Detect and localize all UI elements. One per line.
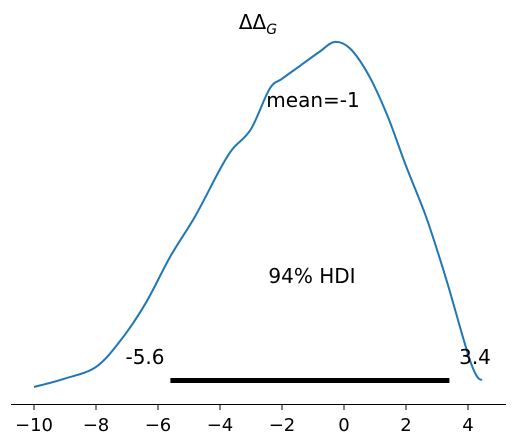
x-tick-label: −10 <box>15 415 53 436</box>
x-tick-label: 4 <box>462 415 473 436</box>
x-axis-ticks: −10 −8 −6 −4 −2 0 2 4 <box>15 405 474 436</box>
x-tick-label: −2 <box>269 415 296 436</box>
x-tick-label: −4 <box>207 415 234 436</box>
hdi-low-label: -5.6 <box>125 345 164 369</box>
chart-title-subscript: G <box>266 22 277 38</box>
x-tick-label: −8 <box>83 415 110 436</box>
hdi-label: 94% HDI <box>268 264 355 288</box>
mean-label: mean=-1 <box>266 88 359 112</box>
chart-title-main: ΔΔ <box>239 10 267 34</box>
x-tick-label: 2 <box>400 415 411 436</box>
chart-title: ΔΔG <box>239 10 277 38</box>
x-tick-label: −6 <box>145 415 172 436</box>
kde-line <box>33 40 483 388</box>
hdi-high-label: 3.4 <box>459 345 491 369</box>
x-tick-label: 0 <box>338 415 349 436</box>
